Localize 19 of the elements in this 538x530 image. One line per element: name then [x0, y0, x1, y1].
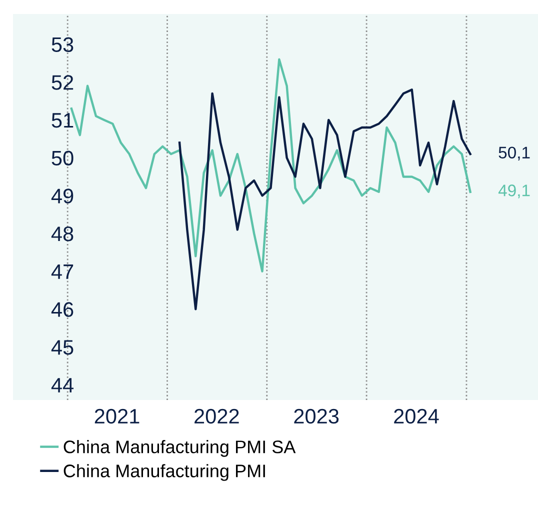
y-tick-label: 50 [52, 150, 74, 166]
annotation: 50,1 [498, 146, 530, 160]
x-tick-label: 2023 [294, 408, 339, 424]
legend-label: China Manufacturing PMI SA [64, 440, 296, 457]
y-tick-label: 45 [51, 340, 74, 355]
y-tick-label: 49 [51, 188, 74, 204]
legend-label: China Manufacturing PMI [64, 464, 265, 481]
y-tick-label: 48 [51, 226, 74, 242]
y-tick-label: 46 [51, 302, 74, 317]
line-series [178, 88, 472, 310]
y-tick-label: 51 [52, 113, 74, 128]
x-tick-label: 2024 [394, 408, 439, 424]
annotation: 49,1 [498, 184, 530, 198]
y-tick-label: 53 [52, 37, 74, 52]
y-tick-label: 44 [51, 378, 74, 392]
x-tick-label: 2022 [194, 408, 239, 424]
x-tick-label: 2021 [94, 408, 140, 424]
y-tick-label: 52 [52, 75, 74, 90]
y-tick-label: 47 [51, 264, 74, 279]
